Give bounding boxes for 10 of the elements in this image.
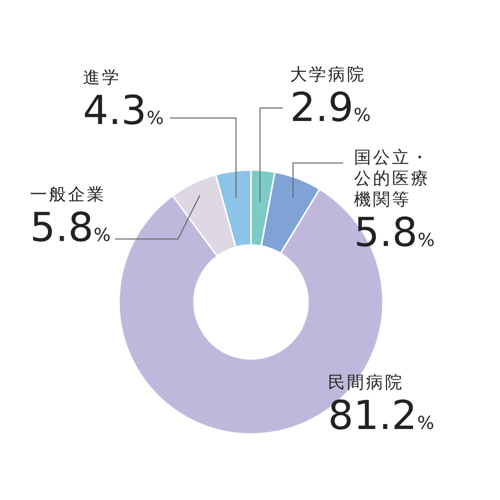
data-label: 5.8% xyxy=(30,205,111,251)
slice-label: 大学病院 xyxy=(290,65,366,85)
slice-label: 民間病院 xyxy=(328,373,404,393)
data-label: 4.3% xyxy=(83,88,164,134)
data-label: 5.8% xyxy=(354,210,435,256)
data-label: 81.2% xyxy=(328,393,434,439)
slice-label: 国公立・公的医療機関等 xyxy=(354,148,430,210)
slice-label: 進学 xyxy=(83,68,121,88)
data-label: 2.9% xyxy=(290,85,371,131)
slice-label: 一般企業 xyxy=(30,185,106,205)
